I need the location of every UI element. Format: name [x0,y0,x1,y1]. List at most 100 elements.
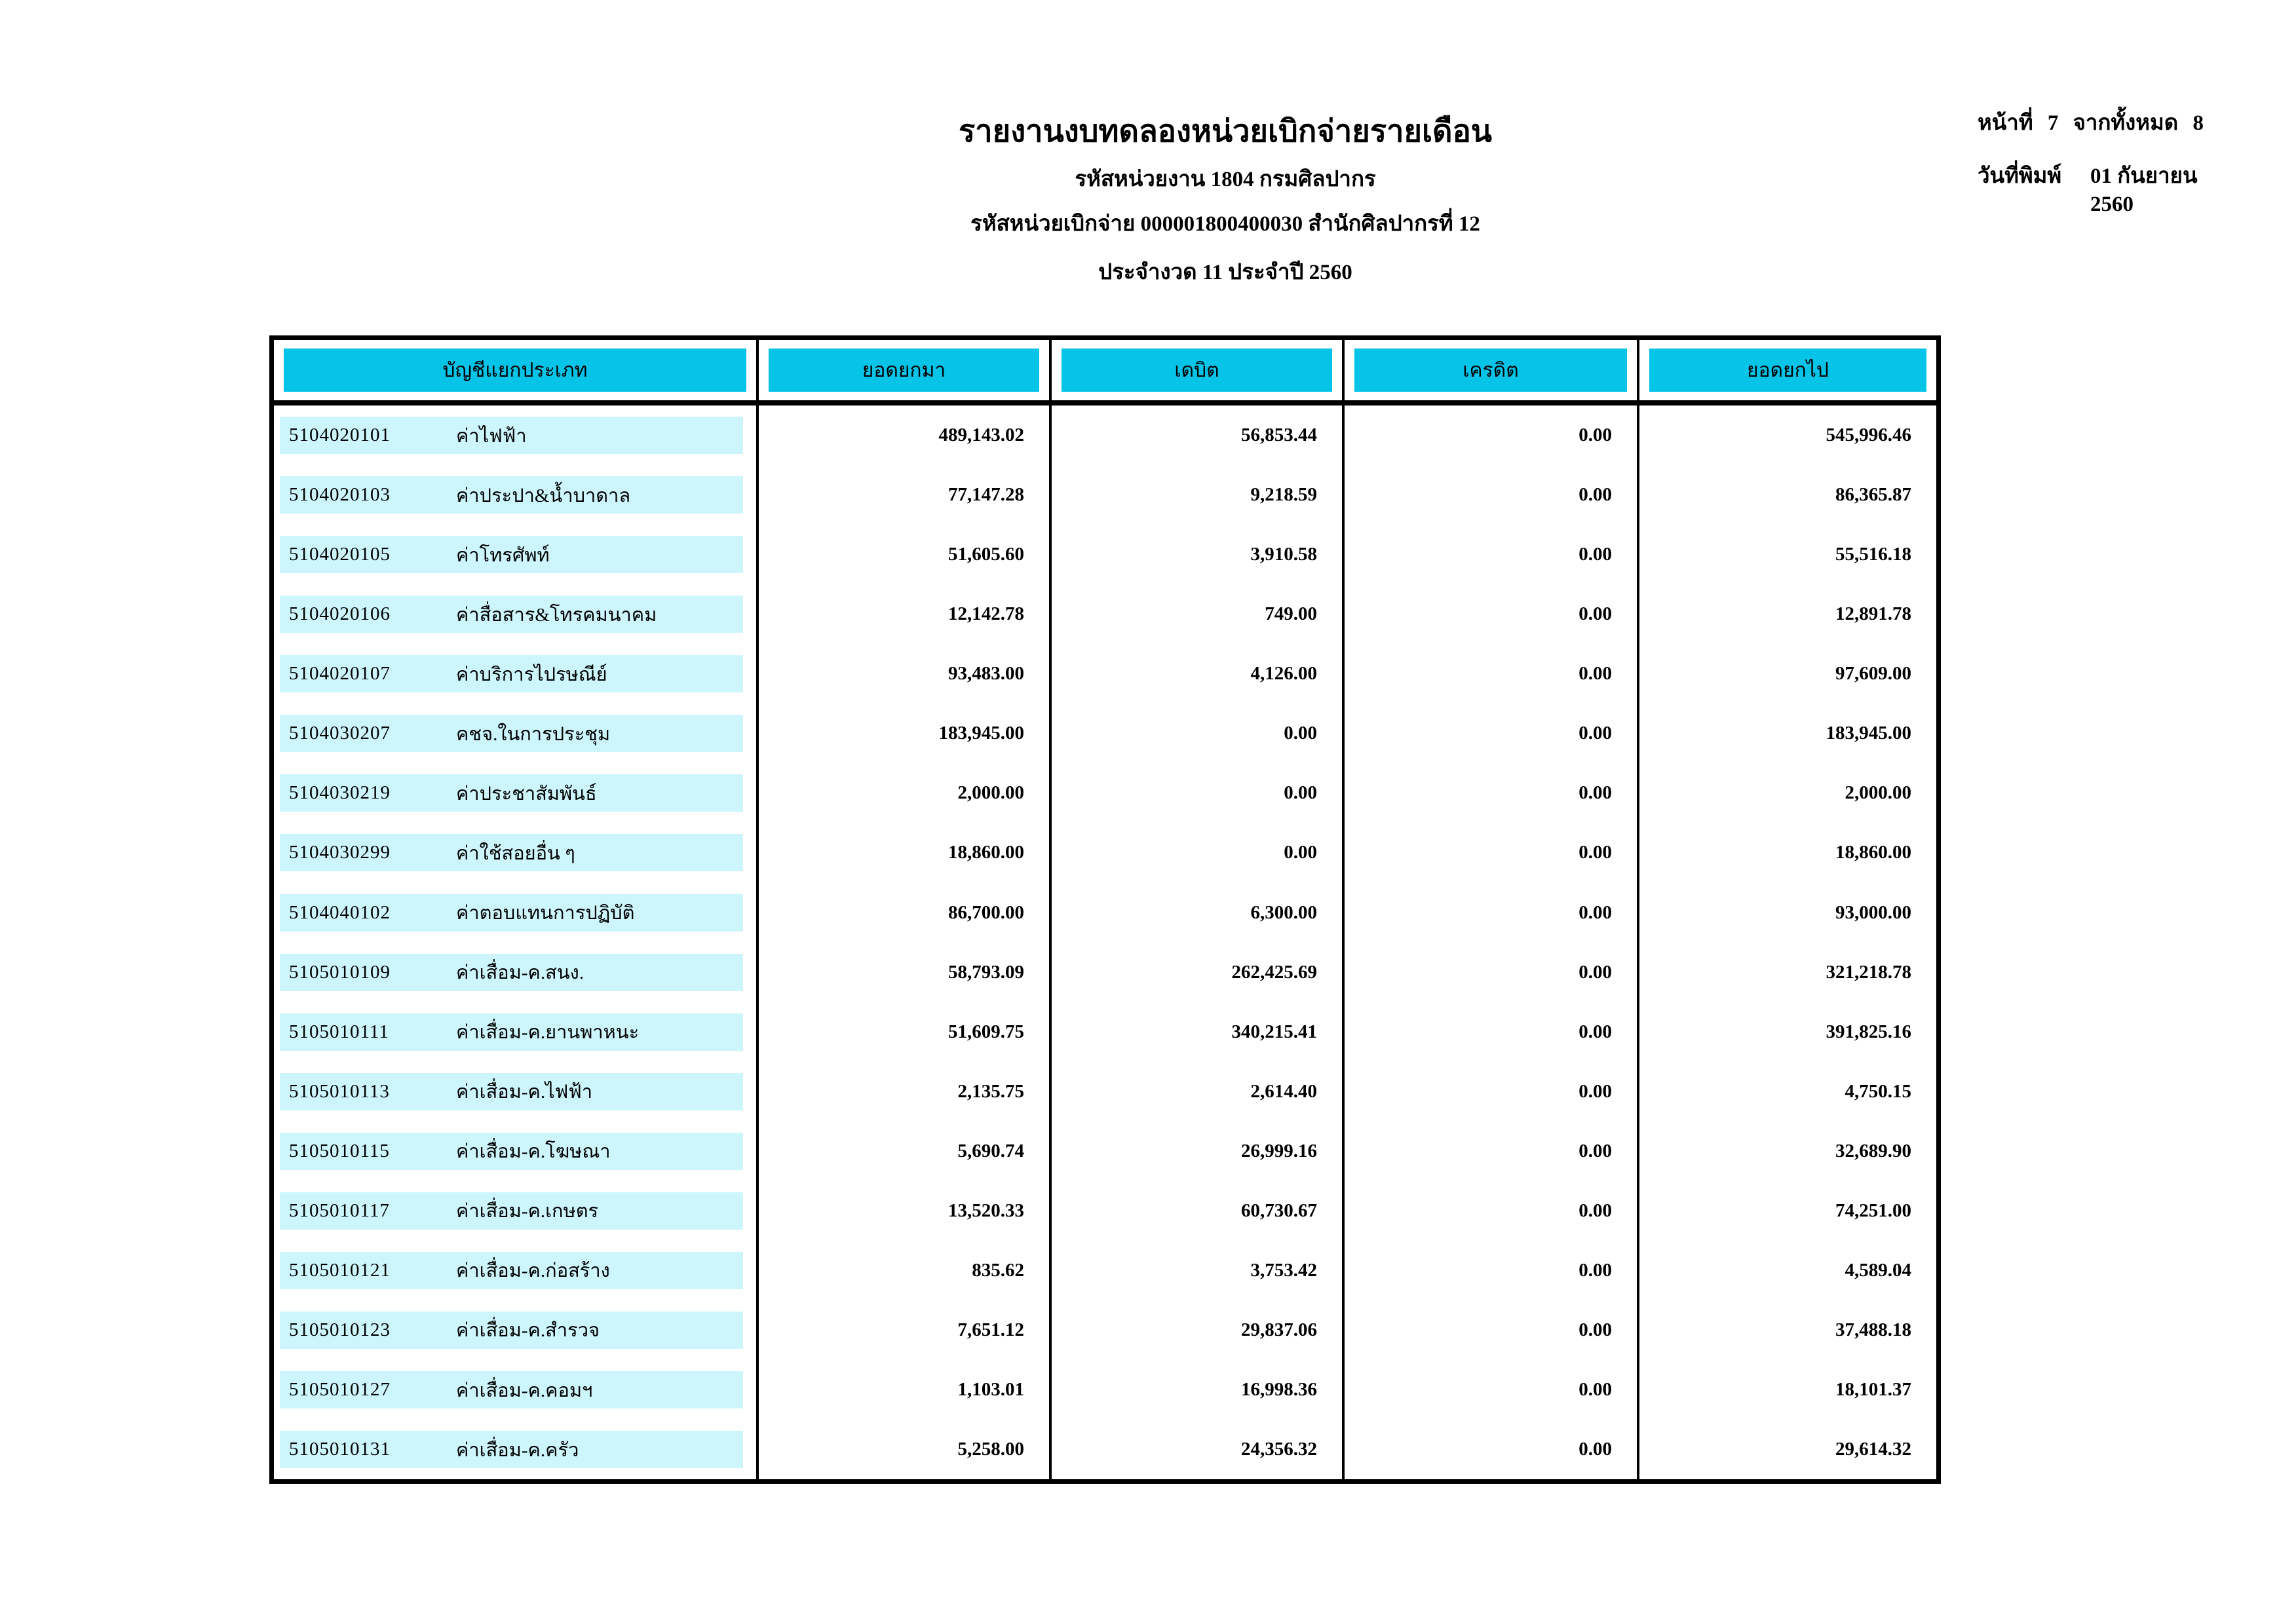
account-cell: 5105010123 ค่าเสื่อม-ค.สำรวจ [274,1300,759,1360]
print-date: 01 กันยายน 2560 [2090,164,2198,216]
account-name: ค่าเสื่อม-ค.สำรวจ [456,1320,600,1342]
brought-forward-cell: 93,483.00 [759,644,1052,704]
table-row: 5105010123 ค่าเสื่อม-ค.สำรวจ 7,651.12 29… [274,1300,1936,1360]
credit-cell: 0.00 [1345,584,1639,645]
credit-cell: 0.00 [1345,1240,1639,1300]
brought-forward-cell: 2,135.75 [759,1061,1052,1122]
debit-cell: 26,999.16 [1052,1121,1345,1181]
debit-cell: 60,730.67 [1052,1180,1345,1241]
print-date-label: วันที่พิมพ์ [1978,164,2062,188]
account-cell: 5105010121 ค่าเสื่อม-ค.ก่อสร้าง [274,1240,759,1300]
disbursement-code-line: รหัสหน่วยเบิกจ่าย 000001800400030 สำนักศ… [970,212,1480,236]
account-name: ค่าเสื่อม-ค.ครัว [456,1439,579,1461]
carried-forward-cell: 321,218.78 [1826,961,1912,983]
carried-forward-cell: 55,516.18 [1835,544,1911,565]
account-name: ค่าใช้สอยอื่น ๆ [456,842,575,864]
brought-forward-cell: 1,103.01 [759,1360,1052,1420]
account-cell: 5104030299 ค่าใช้สอยอื่น ๆ [274,823,759,883]
table-row: 5104020103 ค่าประปา&น้ำบาดาล 77,147.28 9… [274,465,1936,525]
account-code: 5105010109 [289,961,391,983]
carried-forward-cell: 74,251.00 [1835,1199,1911,1221]
account-code: 5105010131 [289,1439,391,1460]
credit-cell: 0.00 [1345,644,1639,704]
carried-forward-cell: 183,945.00 [1826,723,1912,744]
trial-balance-table: บัญชีแยกประเภท ยอดยกมา เดบิต เครดิต ยอดย… [269,335,1941,1484]
account-code: 5105010111 [289,1021,389,1042]
debit-cell: 262,425.69 [1052,942,1345,1002]
account-highlight-bar: 5105010111 ค่าเสื่อม-ค.ยานพาหนะ [280,1013,743,1051]
header-cell-account: บัญชีแยกประเภท [274,340,759,400]
account-name: ค่าเสื่อม-ค.ก่อสร้าง [456,1260,610,1282]
account-code: 5104020107 [289,663,391,685]
account-name: คชจ.ในการประชุม [456,723,611,745]
credit-cell: 0.00 [1345,704,1639,764]
account-cell: 5105010117 ค่าเสื่อม-ค.เกษตร [274,1180,759,1241]
account-name: ค่าโทรศัพท์ [456,544,550,566]
account-cell: 5104020106 ค่าสื่อสาร&โทรคมนาคม [274,584,759,645]
page-number-line: หน้าที่ 7 จากทั้งหมด 8 [1978,105,2204,140]
page-label: หน้าที่ [1978,111,2033,135]
report-heading: รายงานงบทดลองหน่วยเบิกจ่ายรายเดือน รหัสห… [242,115,2208,284]
account-code: 5104020106 [289,603,391,625]
table-row: 5105010127 ค่าเสื่อม-ค.คอมฯ 1,103.01 16,… [274,1360,1936,1420]
account-cell: 5104020103 ค่าประปา&น้ำบาดาล [274,465,759,525]
brought-forward-cell: 51,605.60 [759,525,1052,585]
brought-forward-cell: 58,793.09 [759,942,1052,1002]
carried-forward-cell: 2,000.00 [1845,782,1912,804]
carried-forward-cell: 37,488.18 [1835,1319,1911,1340]
carried-forward-cell: 93,000.00 [1835,901,1911,923]
table-row: 5104020105 ค่าโทรศัพท์ 51,605.60 3,910.5… [274,525,1936,585]
account-name: ค่าตอบแทนการปฏิบัติ [456,903,635,924]
debit-cell: 56,853.44 [1052,406,1345,466]
page-info: หน้าที่ 7 จากทั้งหมด 8 วันที่พิมพ์ 01 กั… [1978,105,2204,217]
account-name: ค่าเสื่อม-ค.โฆษณา [456,1141,611,1163]
carried-forward-cell: 29,614.32 [1835,1439,1911,1460]
table-row: 5105010109 ค่าเสื่อม-ค.สนง. 58,793.09 26… [274,942,1936,1002]
table-row: 5105010115 ค่าเสื่อม-ค.โฆษณา 5,690.74 26… [274,1121,1936,1181]
account-code: 5105010113 [289,1080,390,1102]
debit-cell: 4,126.00 [1052,644,1345,704]
account-cell: 5104040102 ค่าตอบแทนการปฏิบัติ [274,882,759,943]
brought-forward-cell: 18,860.00 [759,823,1052,883]
account-name: ค่าเสื่อม-ค.เกษตร [456,1201,599,1222]
account-cell: 5104030219 ค่าประชาสัมพันธ์ [274,763,759,823]
debit-cell: 2,614.40 [1052,1061,1345,1122]
debit-cell: 16,998.36 [1052,1360,1345,1420]
header-label-account: บัญชีแยกประเภท [284,349,746,392]
account-cell: 5104020101 ค่าไฟฟ้า [274,406,759,466]
credit-cell: 0.00 [1345,406,1639,466]
carried-forward-cell: 391,825.16 [1826,1021,1912,1042]
debit-cell: 340,215.41 [1052,1002,1345,1062]
table-row: 5105010111 ค่าเสื่อม-ค.ยานพาหนะ 51,609.7… [274,1002,1936,1062]
period-line: ประจำงวด 11 ประจำปี 2560 [1098,261,1352,284]
credit-cell: 0.00 [1345,1360,1639,1420]
credit-cell: 0.00 [1345,1300,1639,1360]
credit-cell: 0.00 [1345,1121,1639,1181]
table-row: 5105010113 ค่าเสื่อม-ค.ไฟฟ้า 2,135.75 2,… [274,1061,1936,1122]
account-code: 5104020101 [289,425,391,446]
account-name: ค่าบริการไปรษณีย์ [456,664,607,685]
header-cell-credit: เครดิต [1345,340,1639,400]
account-name: ค่าเสื่อม-ค.ไฟฟ้า [456,1082,593,1103]
carried-forward-cell: 18,101.37 [1835,1379,1911,1401]
account-name: ค่าไฟฟ้า [456,425,527,447]
debit-cell: 0.00 [1052,823,1345,883]
table-row: 5104020101 ค่าไฟฟ้า 489,143.02 56,853.44… [274,406,1936,466]
account-name: ค่าเสื่อม-ค.สนง. [456,962,584,984]
credit-cell: 0.00 [1345,942,1639,1002]
account-highlight-bar: 5105010121 ค่าเสื่อม-ค.ก่อสร้าง [280,1251,743,1289]
brought-forward-cell: 835.62 [759,1240,1052,1300]
account-code: 5104020103 [289,484,391,506]
credit-cell: 0.00 [1345,525,1639,585]
report-title: รายงานงบทดลองหน่วยเบิกจ่ายรายเดือน [959,115,1492,149]
account-code: 5104030299 [289,842,391,863]
account-highlight-bar: 5104020107 ค่าบริการไปรษณีย์ [280,655,743,693]
account-highlight-bar: 5105010109 ค่าเสื่อม-ค.สนง. [280,953,743,991]
agency-code-line: รหัสหน่วยงาน 1804 กรมศิลปากร [1075,168,1376,191]
account-name: ค่าประชาสัมพันธ์ [456,783,597,804]
header-cell-debit: เดบิต [1052,340,1345,400]
debit-cell: 6,300.00 [1052,882,1345,943]
credit-cell: 0.00 [1345,1420,1639,1480]
table-row: 5104020106 ค่าสื่อสาร&โทรคมนาคม 12,142.7… [274,584,1936,645]
